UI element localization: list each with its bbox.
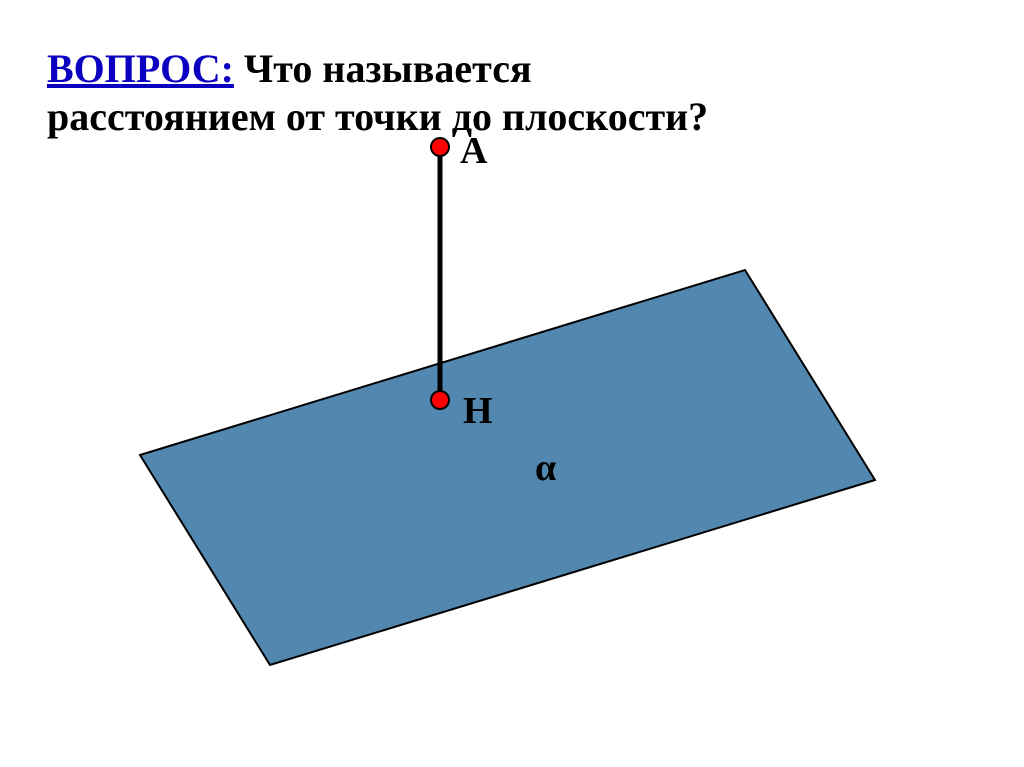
point-h-marker [431, 391, 449, 409]
geometry-diagram [0, 0, 1024, 767]
plane-alpha [140, 270, 875, 665]
point-a-marker [431, 138, 449, 156]
label-alpha: α [535, 446, 556, 490]
label-a: A [460, 129, 487, 173]
label-h: H [463, 389, 493, 433]
slide: ВОПРОС: Что называется расстоянием от то… [0, 0, 1024, 767]
